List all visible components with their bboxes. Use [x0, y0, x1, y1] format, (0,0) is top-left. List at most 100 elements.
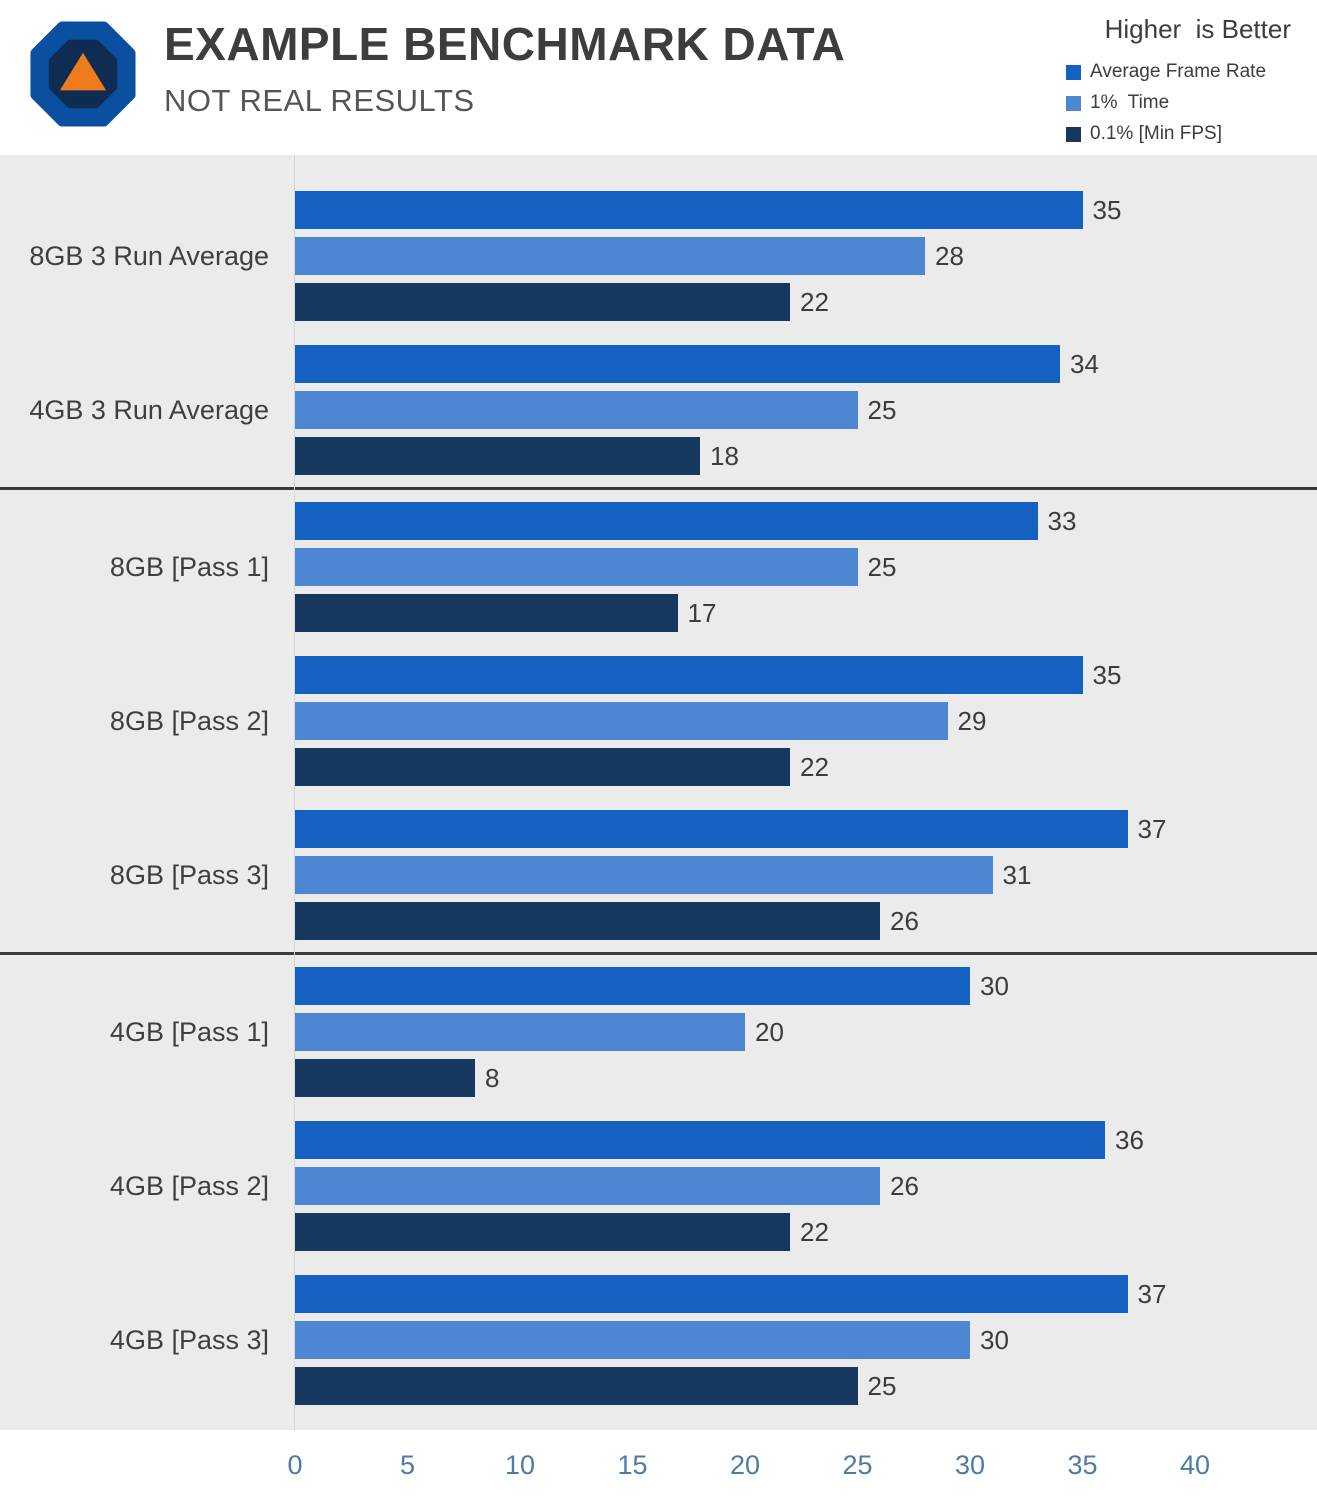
bar: [295, 810, 1128, 848]
value-label: 25: [867, 1370, 897, 1401]
value-label: 35: [1092, 194, 1122, 225]
bar: [295, 856, 993, 894]
logo-icon: [30, 21, 136, 127]
legend-label: 1% Time: [1090, 92, 1170, 113]
value-label: 18: [710, 440, 739, 471]
bar-row: 31: [295, 856, 1317, 894]
bar: [295, 345, 1060, 383]
bar: [295, 1121, 1105, 1159]
x-axis-tick: 30: [954, 1450, 986, 1480]
section-divider: [0, 487, 1317, 490]
value-label: 29: [957, 705, 987, 736]
bar-row: 25: [295, 1367, 1317, 1405]
bar-row: 36: [295, 1121, 1317, 1159]
category-label: 8GB [Pass 1]: [109, 551, 269, 582]
title-block: EXAMPLE BENCHMARK DATA NOT REAL RESULTS: [164, 10, 845, 119]
bar-group: 4GB 3 Run Average 34 25 18: [0, 333, 1317, 487]
bar-row: 25: [295, 391, 1317, 429]
bar: [295, 191, 1083, 229]
higher-is-better-note: Higher is Better: [1104, 14, 1291, 44]
value-label: 31: [1002, 859, 1032, 890]
bar: [295, 1275, 1128, 1313]
x-axis-tick: 0: [287, 1450, 303, 1480]
bar-row: 17: [295, 594, 1317, 632]
legend-swatch-icon: [1066, 64, 1081, 80]
bar: [295, 748, 790, 786]
bar: [295, 1367, 858, 1405]
bar: [295, 1059, 475, 1097]
category-label: 4GB [Pass 2]: [109, 1170, 269, 1201]
bar-row: 25: [295, 548, 1317, 586]
bar-group: 8GB [Pass 1] 33 25 17: [0, 490, 1317, 644]
legend-label: 0.1% [Min FPS]: [1090, 123, 1222, 144]
bar: [295, 391, 858, 429]
bar-stack: 33 25 17: [295, 490, 1317, 644]
bar-stack: 35 28 22: [295, 179, 1317, 333]
bar-row: 35: [295, 656, 1317, 694]
bar: [295, 967, 970, 1005]
chart-subtitle: NOT REAL RESULTS: [164, 83, 475, 119]
bar-row: 30: [295, 967, 1317, 1005]
value-label: 8: [485, 1062, 500, 1093]
value-label: 37: [1137, 1278, 1167, 1309]
category-label: 8GB [Pass 2]: [109, 705, 269, 736]
x-axis: 0 5 10 15 20 25 30 35 40: [0, 1430, 1317, 1506]
value-label: 25: [867, 551, 897, 582]
bar-row: 34: [295, 345, 1317, 383]
x-axis-tick: 15: [617, 1450, 648, 1480]
bar: [295, 437, 700, 475]
value-label: 37: [1137, 813, 1167, 844]
bar-row: 22: [295, 748, 1317, 786]
bar: [295, 656, 1083, 694]
bar-row: 28: [295, 237, 1317, 275]
value-label: 22: [800, 1216, 829, 1247]
bar-row: 33: [295, 502, 1317, 540]
value-label: 22: [800, 286, 829, 317]
category-label: 8GB 3 Run Average: [29, 240, 269, 271]
y-axis-baseline: [294, 155, 295, 1430]
bar-row: 22: [295, 283, 1317, 321]
chart-title: EXAMPLE BENCHMARK DATA: [164, 18, 846, 70]
bar: [295, 902, 880, 940]
x-axis-tick: 35: [1067, 1450, 1098, 1480]
bar-row: 22: [295, 1213, 1317, 1251]
bar: [295, 1213, 790, 1251]
bar-row: 29: [295, 702, 1317, 740]
bar-row: 8: [295, 1059, 1317, 1097]
legend-item: Average Frame Rate: [1066, 61, 1291, 83]
bar-stack: 37 31 26: [295, 798, 1317, 952]
category-label: 4GB [Pass 1]: [109, 1016, 269, 1047]
bar: [295, 1167, 880, 1205]
section-divider: [0, 952, 1317, 955]
legend: Average Frame Rate 1% Time 0.1% [Min FPS]: [1066, 61, 1291, 145]
value-label: 30: [980, 1324, 1009, 1355]
bar-stack: 37 30 25: [295, 1263, 1317, 1417]
x-axis-tick: 5: [399, 1450, 416, 1480]
value-label: 22: [800, 751, 829, 782]
category-label: 4GB [Pass 3]: [109, 1324, 269, 1355]
bar-stack: 35 29 22: [295, 644, 1317, 798]
bar-group: 4GB [Pass 3] 37 30 25: [0, 1263, 1317, 1417]
bar: [295, 1013, 745, 1051]
legend-block: Higher is Better Average Frame Rate 1% Ti…: [1066, 10, 1291, 154]
bar-row: 37: [295, 1275, 1317, 1313]
bar-group: 8GB [Pass 3] 37 31 26: [0, 798, 1317, 952]
logo: [30, 18, 136, 130]
category-label: 4GB 3 Run Average: [29, 394, 269, 425]
value-label: 35: [1092, 659, 1122, 690]
bar-stack: 34 25 18: [295, 333, 1317, 487]
value-label: 25: [867, 394, 897, 425]
bar-row: 18: [295, 437, 1317, 475]
bar-row: 37: [295, 810, 1317, 848]
bar: [295, 702, 948, 740]
bar-group: 4GB [Pass 2] 36 26 22: [0, 1109, 1317, 1263]
value-label: 30: [980, 970, 1009, 1001]
x-axis-tick: 20: [729, 1450, 761, 1480]
category-label: 8GB [Pass 3]: [109, 859, 269, 890]
bar: [295, 1321, 970, 1359]
x-axis-tick: 25: [842, 1450, 873, 1480]
bar-row: 26: [295, 902, 1317, 940]
legend-label: Average Frame Rate: [1090, 61, 1267, 82]
value-label: 26: [890, 1170, 919, 1201]
